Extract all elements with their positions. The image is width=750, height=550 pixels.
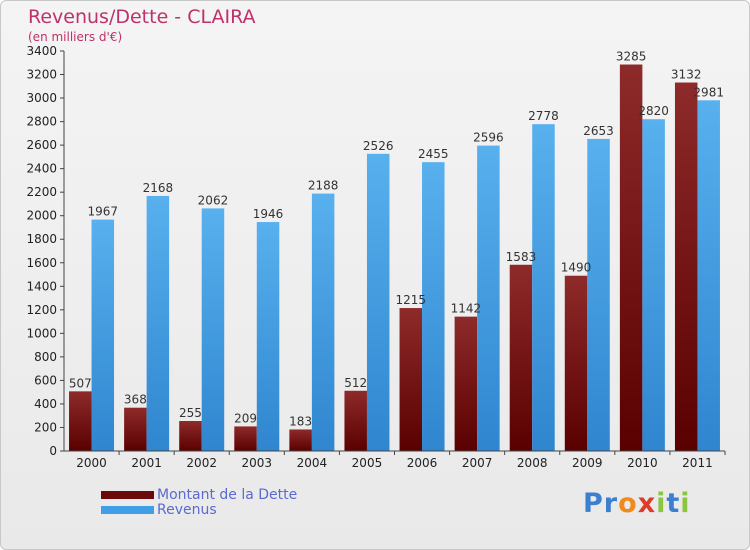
data-label-revenue: 2596 [473, 131, 504, 145]
bar-revenue [201, 208, 225, 451]
bar-revenue [697, 100, 720, 451]
legend-item-revenue: Revenus [101, 501, 297, 518]
data-label-debt: 3132 [671, 68, 702, 82]
y-tick-label: 3000 [26, 91, 57, 105]
y-tick-label: 1400 [26, 279, 57, 293]
x-tick-label: 2000 [76, 456, 107, 470]
data-label-debt: 209 [234, 411, 257, 425]
y-tick-label: 200 [34, 420, 57, 434]
x-tick-label: 2005 [352, 456, 383, 470]
legend-label-revenue: Revenus [157, 501, 217, 518]
y-tick-label: 2000 [26, 209, 57, 223]
x-tick-label: 2011 [682, 456, 713, 470]
y-tick-label: 2800 [26, 115, 57, 129]
legend-item-debt: Montant de la Dette [101, 486, 298, 503]
bar-revenue [256, 222, 280, 451]
y-tick-label: 2400 [26, 162, 57, 176]
logo-letter: r [603, 488, 619, 519]
bar-debt [619, 64, 643, 451]
y-tick-label: 1000 [26, 326, 57, 340]
y-tick-label: 3400 [26, 44, 57, 58]
data-label-revenue: 2455 [418, 147, 449, 161]
bar-debt [234, 426, 257, 451]
y-tick-label: 2200 [26, 185, 57, 199]
data-label-revenue: 2653 [583, 124, 614, 138]
bar-revenue [311, 193, 335, 451]
data-label-revenue: 2188 [308, 179, 339, 193]
data-label-debt: 1490 [561, 261, 592, 275]
data-label-revenue: 2168 [143, 181, 174, 195]
legend-swatch-revenue [101, 505, 154, 514]
data-label-debt: 507 [69, 376, 92, 390]
data-label-debt: 183 [289, 414, 312, 428]
x-tick-label: 2007 [462, 456, 493, 470]
x-tick-label: 2009 [572, 456, 603, 470]
data-label-debt: 3285 [616, 50, 647, 64]
y-tick-label: 800 [34, 350, 57, 364]
logo-letter: o [618, 488, 638, 519]
data-label-revenue: 2526 [363, 139, 394, 153]
bar-debt [674, 82, 698, 451]
y-tick-label: 1600 [26, 256, 57, 270]
bar-debt [509, 264, 533, 451]
bar-revenue [477, 145, 500, 451]
data-label-debt: 1583 [506, 250, 537, 264]
chart-subtitle: (en milliers d'€) [28, 30, 123, 44]
logo-letter: x [637, 488, 657, 519]
y-tick-label: 1200 [26, 303, 57, 317]
data-label-debt: 368 [124, 393, 147, 407]
logo-letter: i [656, 488, 667, 519]
bar-debt [179, 421, 202, 451]
x-tick-label: 2008 [517, 456, 548, 470]
bar-debt [344, 390, 367, 451]
y-tick-label: 0 [49, 444, 57, 458]
logo-letter: P [583, 488, 604, 519]
data-label-revenue: 2062 [198, 193, 229, 207]
legend-label-debt: Montant de la Dette [157, 486, 298, 503]
data-label-debt: 1215 [396, 293, 427, 307]
bar-revenue [532, 124, 555, 452]
bar-debt [564, 275, 588, 451]
bar-debt [454, 316, 478, 451]
bar-debt [289, 429, 312, 451]
bar-debt [69, 391, 92, 451]
y-tick-label: 400 [34, 397, 57, 411]
x-tick-label: 2001 [131, 456, 162, 470]
bar-revenue [366, 153, 390, 451]
y-tick-label: 3200 [26, 68, 57, 82]
legend-swatch-debt [101, 490, 154, 499]
x-tick-label: 2003 [242, 456, 273, 470]
data-label-revenue: 2778 [528, 109, 559, 123]
data-label-revenue: 1946 [253, 207, 284, 221]
x-tick-label: 2004 [297, 456, 328, 470]
bar-debt [124, 407, 147, 451]
bar-debt [399, 308, 423, 451]
data-label-revenue: 1967 [88, 205, 119, 219]
bar-revenue [587, 138, 610, 451]
bar-revenue [422, 162, 445, 452]
bar-revenue [146, 195, 170, 451]
legend: Montant de la Dette Revenus [101, 486, 298, 518]
data-label-debt: 1142 [451, 302, 482, 316]
y-tick-label: 1800 [26, 232, 57, 246]
x-tick-label: 2010 [627, 456, 658, 470]
logo-letter: t [666, 488, 681, 519]
chart-title: Revenus/Dette - CLAIRA [28, 6, 256, 28]
data-label-revenue: 2820 [638, 104, 669, 118]
bar-revenue [642, 119, 665, 451]
y-tick-label: 600 [34, 373, 57, 387]
bar-revenue [91, 219, 115, 451]
data-label-debt: 512 [344, 376, 367, 390]
y-tick-label: 2600 [26, 138, 57, 152]
x-tick-label: 2006 [407, 456, 438, 470]
logo-letter: i [680, 488, 691, 519]
proxiti-logo: Proxiti [583, 488, 691, 519]
data-label-debt: 255 [179, 406, 202, 420]
x-tick-label: 2002 [186, 456, 217, 470]
data-label-revenue: 2981 [693, 85, 724, 99]
